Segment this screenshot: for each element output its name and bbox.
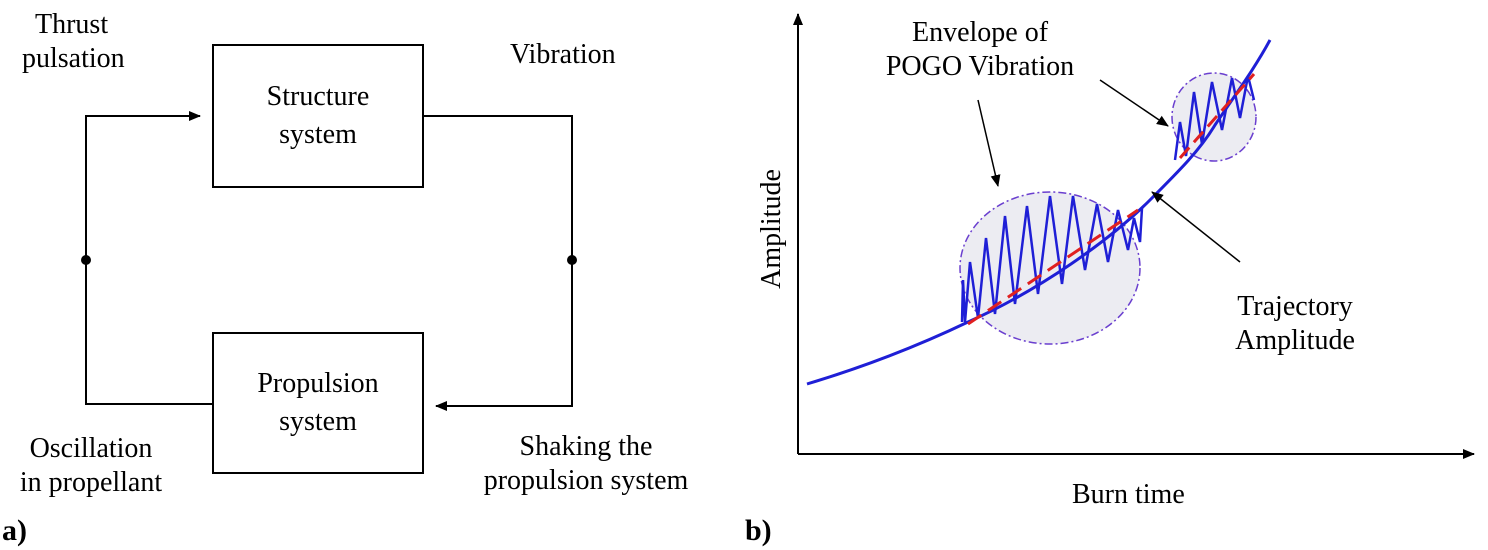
panel-b-label: b) — [745, 514, 772, 547]
envelope-pointer-arrow-2 — [1099, 79, 1169, 127]
envelope-line2: POGO Vibration — [885, 51, 1075, 82]
thrust-pulsation-label: Thrust pulsation — [22, 8, 125, 76]
oscillation-label: Oscillation in propellant — [6, 432, 176, 500]
panel-a-label: a) — [2, 514, 27, 547]
structure-box-line1: Structure — [266, 81, 370, 112]
pogo-oscillation-small — [1173, 75, 1256, 161]
shaking-line2: propulsion system — [483, 465, 689, 496]
right-feedback-path — [424, 115, 573, 411]
thrust-line1: Thrust — [35, 9, 109, 40]
envelope-pointer-arrow-1 — [977, 99, 1001, 187]
shaking-line1: Shaking the — [519, 431, 653, 462]
oscillation-line1: Oscillation — [29, 433, 153, 464]
trajectory-line1: Trajectory — [1237, 291, 1353, 322]
pogo-oscillation-large — [960, 195, 1144, 323]
right-junction-dot — [567, 255, 577, 265]
envelope-line1: Envelope of — [911, 17, 1049, 48]
structure-system-box: Structure system — [212, 44, 424, 188]
structure-box-line2: system — [279, 119, 357, 150]
trajectory-amplitude-label: Trajectory Amplitude — [1210, 290, 1380, 358]
envelope-label: Envelope of POGO Vibration — [855, 16, 1105, 84]
propulsion-system-box: Propulsion system — [212, 332, 424, 474]
trajectory-pointer-arrow — [1151, 191, 1241, 263]
axes — [793, 13, 1475, 459]
feedback-loop — [85, 111, 573, 411]
propulsion-box-line1: Propulsion — [257, 368, 379, 399]
oscillation-line2: in propellant — [19, 467, 163, 498]
mean-trend-line-large — [967, 208, 1139, 326]
left-feedback-path — [85, 111, 212, 405]
left-junction-dot — [81, 255, 91, 265]
thrust-line2: pulsation — [22, 43, 125, 74]
x-axis-label: Burn time — [1072, 479, 1185, 510]
pointer-arrows — [977, 79, 1241, 263]
propulsion-box-line2: system — [279, 406, 357, 437]
trajectory-line2: Amplitude — [1235, 325, 1355, 356]
shaking-label: Shaking the propulsion system — [470, 430, 702, 498]
mean-trend-line-small — [1178, 73, 1256, 159]
vibration-label: Vibration — [510, 39, 616, 70]
